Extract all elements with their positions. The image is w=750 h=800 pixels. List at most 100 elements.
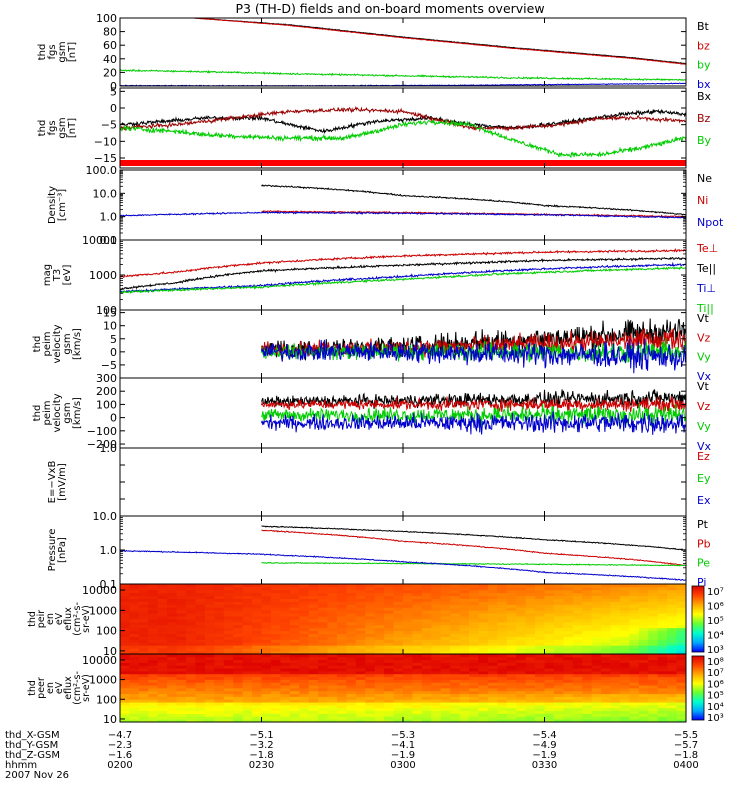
spectrogram-cell xyxy=(384,639,394,643)
spectrogram-cell xyxy=(629,592,640,597)
spectrogram-cell xyxy=(497,584,508,588)
spectrogram-cell xyxy=(261,665,272,669)
spectrogram-cell xyxy=(648,719,659,723)
spectrogram-cell xyxy=(440,639,451,643)
spectrogram-cell xyxy=(365,630,376,634)
spectrogram-cell xyxy=(167,719,177,723)
spectrogram-cell xyxy=(619,668,630,672)
spectrogram-cell xyxy=(346,607,357,611)
spectrogram-cell xyxy=(289,610,300,614)
spectrogram-cell xyxy=(619,627,630,632)
spectrogram-cell xyxy=(384,671,394,675)
spectrogram-cell xyxy=(535,621,545,626)
spectrogram-cell xyxy=(355,610,366,614)
spectrogram-cell xyxy=(327,624,338,629)
spectrogram-cell xyxy=(195,713,206,717)
spectrogram-cell xyxy=(129,648,140,652)
spectrogram-cell xyxy=(591,654,602,658)
spectrogram-cell xyxy=(506,665,517,669)
spectrogram-cell xyxy=(167,636,177,640)
spectrogram-cell xyxy=(214,624,225,629)
spectrogram-cell xyxy=(629,665,640,669)
spectrogram-cell xyxy=(129,645,140,649)
spectrogram-cell xyxy=(478,668,489,672)
spectrogram-cell xyxy=(619,682,630,686)
spectrogram-cell xyxy=(648,651,659,655)
spectrogram-cell xyxy=(204,636,215,640)
spectrogram-cell xyxy=(384,604,394,608)
spectrogram-cell xyxy=(619,616,630,620)
spectrogram-cell xyxy=(138,682,149,686)
spectrogram-cell xyxy=(120,616,130,620)
spectrogram-cell xyxy=(346,630,357,634)
spectrogram-cell xyxy=(261,682,272,686)
y-tick-label: 10.0 xyxy=(93,510,118,523)
spectrogram-cell xyxy=(252,592,262,597)
spectrogram-cell xyxy=(233,679,244,683)
spectrogram-cell xyxy=(336,656,347,661)
spectrogram-cell xyxy=(374,627,385,632)
spectrogram-cell xyxy=(289,713,300,717)
spectrogram-cell xyxy=(186,607,196,611)
spectrogram-cell xyxy=(516,688,527,692)
spectrogram-cell xyxy=(667,645,677,649)
y-axis-label: E=−VxB xyxy=(47,461,58,504)
spectrogram-cell xyxy=(431,679,442,683)
spectrogram-cell xyxy=(648,584,659,588)
spectrogram-cell xyxy=(223,651,234,655)
spectrogram-cell xyxy=(195,651,206,655)
spectrogram-cell xyxy=(204,592,215,597)
spectrogram-cell xyxy=(138,648,149,652)
spectrogram-cell xyxy=(299,699,310,703)
spectrogram-cell xyxy=(280,682,291,686)
spectrogram-cell xyxy=(327,613,338,617)
spectrogram-cell xyxy=(638,665,649,669)
spectrogram-cell xyxy=(610,621,621,626)
spectrogram-cell xyxy=(478,707,489,712)
spectrogram-cell xyxy=(412,636,423,640)
spectrogram-cell xyxy=(487,656,498,661)
spectrogram-cell xyxy=(365,654,376,658)
spectrogram-cell xyxy=(421,592,432,597)
spectrogram-cell xyxy=(619,707,630,712)
spectrogram-cell xyxy=(469,645,479,649)
spectrogram-cell xyxy=(374,586,385,591)
y-tick-label: −10 xyxy=(94,135,117,148)
spectrogram-cell xyxy=(563,604,574,608)
spectrogram-cell xyxy=(657,707,668,712)
spectrogram-cell xyxy=(412,688,423,692)
spectrogram-cell xyxy=(204,627,215,632)
spectrogram-cell xyxy=(214,610,225,614)
spectrogram-cell xyxy=(431,693,442,697)
spectrogram-cell xyxy=(431,607,442,611)
spectrogram-cell xyxy=(167,705,177,709)
spectrogram-cell xyxy=(204,710,215,714)
spectrogram-cell xyxy=(336,690,347,695)
spectrogram-cell xyxy=(308,662,319,666)
spectrogram-cell xyxy=(186,651,196,655)
spectrogram-cell xyxy=(676,690,687,695)
spectrogram-cell xyxy=(138,598,149,602)
spectrogram-cell xyxy=(572,639,583,643)
spectrogram-cell xyxy=(186,604,196,608)
spectrogram-cell xyxy=(157,607,168,611)
spectrogram-cell xyxy=(148,679,159,683)
spectrogram-cell xyxy=(450,595,460,599)
spectrogram-cell xyxy=(403,673,413,678)
spectrogram-cell xyxy=(469,636,479,640)
spectrogram-cell xyxy=(299,707,310,712)
spectrogram-cell xyxy=(544,604,555,608)
spectrogram-cell xyxy=(487,589,498,594)
spectrogram-cell xyxy=(148,586,159,591)
spectrogram-cell xyxy=(261,705,272,709)
spectrogram-cell xyxy=(516,584,527,588)
spectrogram-cell xyxy=(412,645,423,649)
spectrogram-cell xyxy=(535,613,545,617)
spectrogram-cell xyxy=(336,642,347,646)
spectrogram-cell xyxy=(667,604,677,608)
spectrogram-cell xyxy=(167,707,177,712)
spectrogram-cell xyxy=(403,627,413,632)
spectrogram-cell xyxy=(544,610,555,614)
spectrogram-cell xyxy=(638,685,649,689)
